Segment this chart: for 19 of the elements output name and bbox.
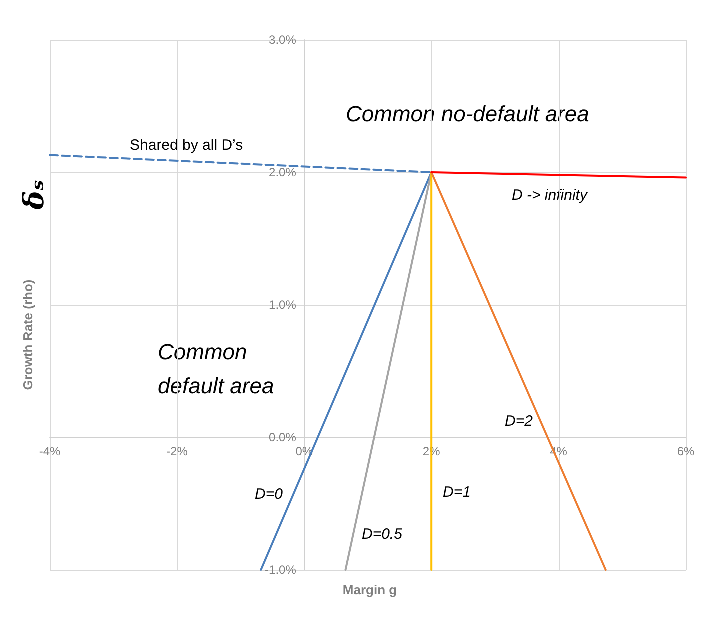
y-tick-label: 0.0% bbox=[269, 430, 297, 444]
x-tick-label: 6% bbox=[677, 444, 695, 458]
y-tick-label: 3.0% bbox=[269, 33, 297, 47]
x-tick-label: -4% bbox=[39, 444, 61, 458]
y-tick-label: 1.0% bbox=[269, 298, 297, 312]
annotation: Shared by all D’s bbox=[130, 137, 244, 154]
annotation: Common no-default area bbox=[346, 102, 590, 126]
y-axis-title: Growth Rate (rho) bbox=[20, 280, 36, 390]
annotation: Common default area bbox=[158, 340, 274, 398]
annotation: D=2 bbox=[505, 413, 534, 430]
annotation: D=0 bbox=[255, 486, 284, 503]
annotation: D=0.5 bbox=[362, 526, 404, 543]
annotation: D -> infinity bbox=[512, 187, 589, 204]
x-axis-title: Margin g bbox=[342, 582, 398, 598]
annotation: D=1 bbox=[443, 484, 471, 501]
x-tick-label: -2% bbox=[166, 444, 188, 458]
annotation: δₛ bbox=[18, 180, 50, 211]
y-tick-label: -1.0% bbox=[265, 563, 297, 577]
y-tick-label: 2.0% bbox=[269, 166, 297, 180]
